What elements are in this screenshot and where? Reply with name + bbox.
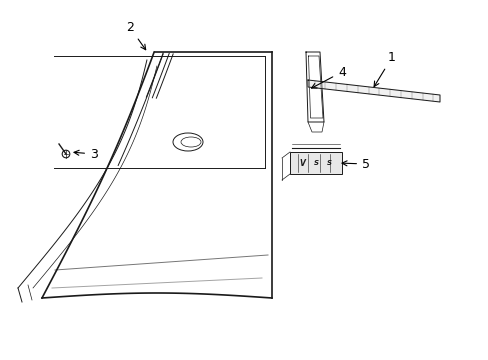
Polygon shape	[307, 80, 439, 102]
Text: 4: 4	[311, 66, 345, 88]
Text: V: V	[299, 158, 305, 167]
Text: 1: 1	[373, 51, 395, 86]
Bar	[289, 152, 341, 174]
Text: 2: 2	[126, 21, 145, 50]
Text: S: S	[313, 160, 318, 166]
Text: 5: 5	[341, 158, 369, 171]
Text: S: S	[326, 160, 331, 166]
Text: 3: 3	[74, 148, 98, 161]
